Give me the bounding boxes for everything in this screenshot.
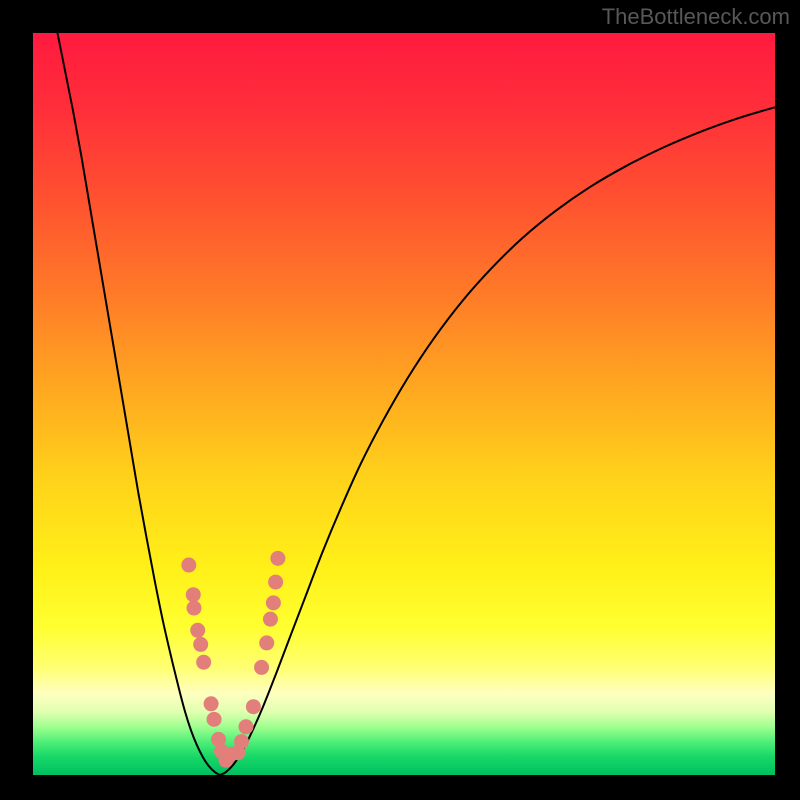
data-marker [254,660,269,675]
data-marker [259,635,274,650]
data-marker [186,587,201,602]
data-marker [181,558,196,573]
data-marker [196,655,211,670]
data-marker [190,623,205,638]
data-marker [193,637,208,652]
data-marker [207,712,222,727]
data-marker [266,595,281,610]
data-marker [268,575,283,590]
data-marker [263,612,278,627]
watermark-text: TheBottleneck.com [602,4,790,30]
data-marker [204,696,219,711]
chart-svg [33,33,775,775]
data-marker [234,734,249,749]
data-marker [246,699,261,714]
data-marker [238,719,253,734]
plot-area [33,33,775,775]
data-marker [187,601,202,616]
data-marker [270,551,285,566]
chart-frame: TheBottleneck.com [0,0,800,800]
